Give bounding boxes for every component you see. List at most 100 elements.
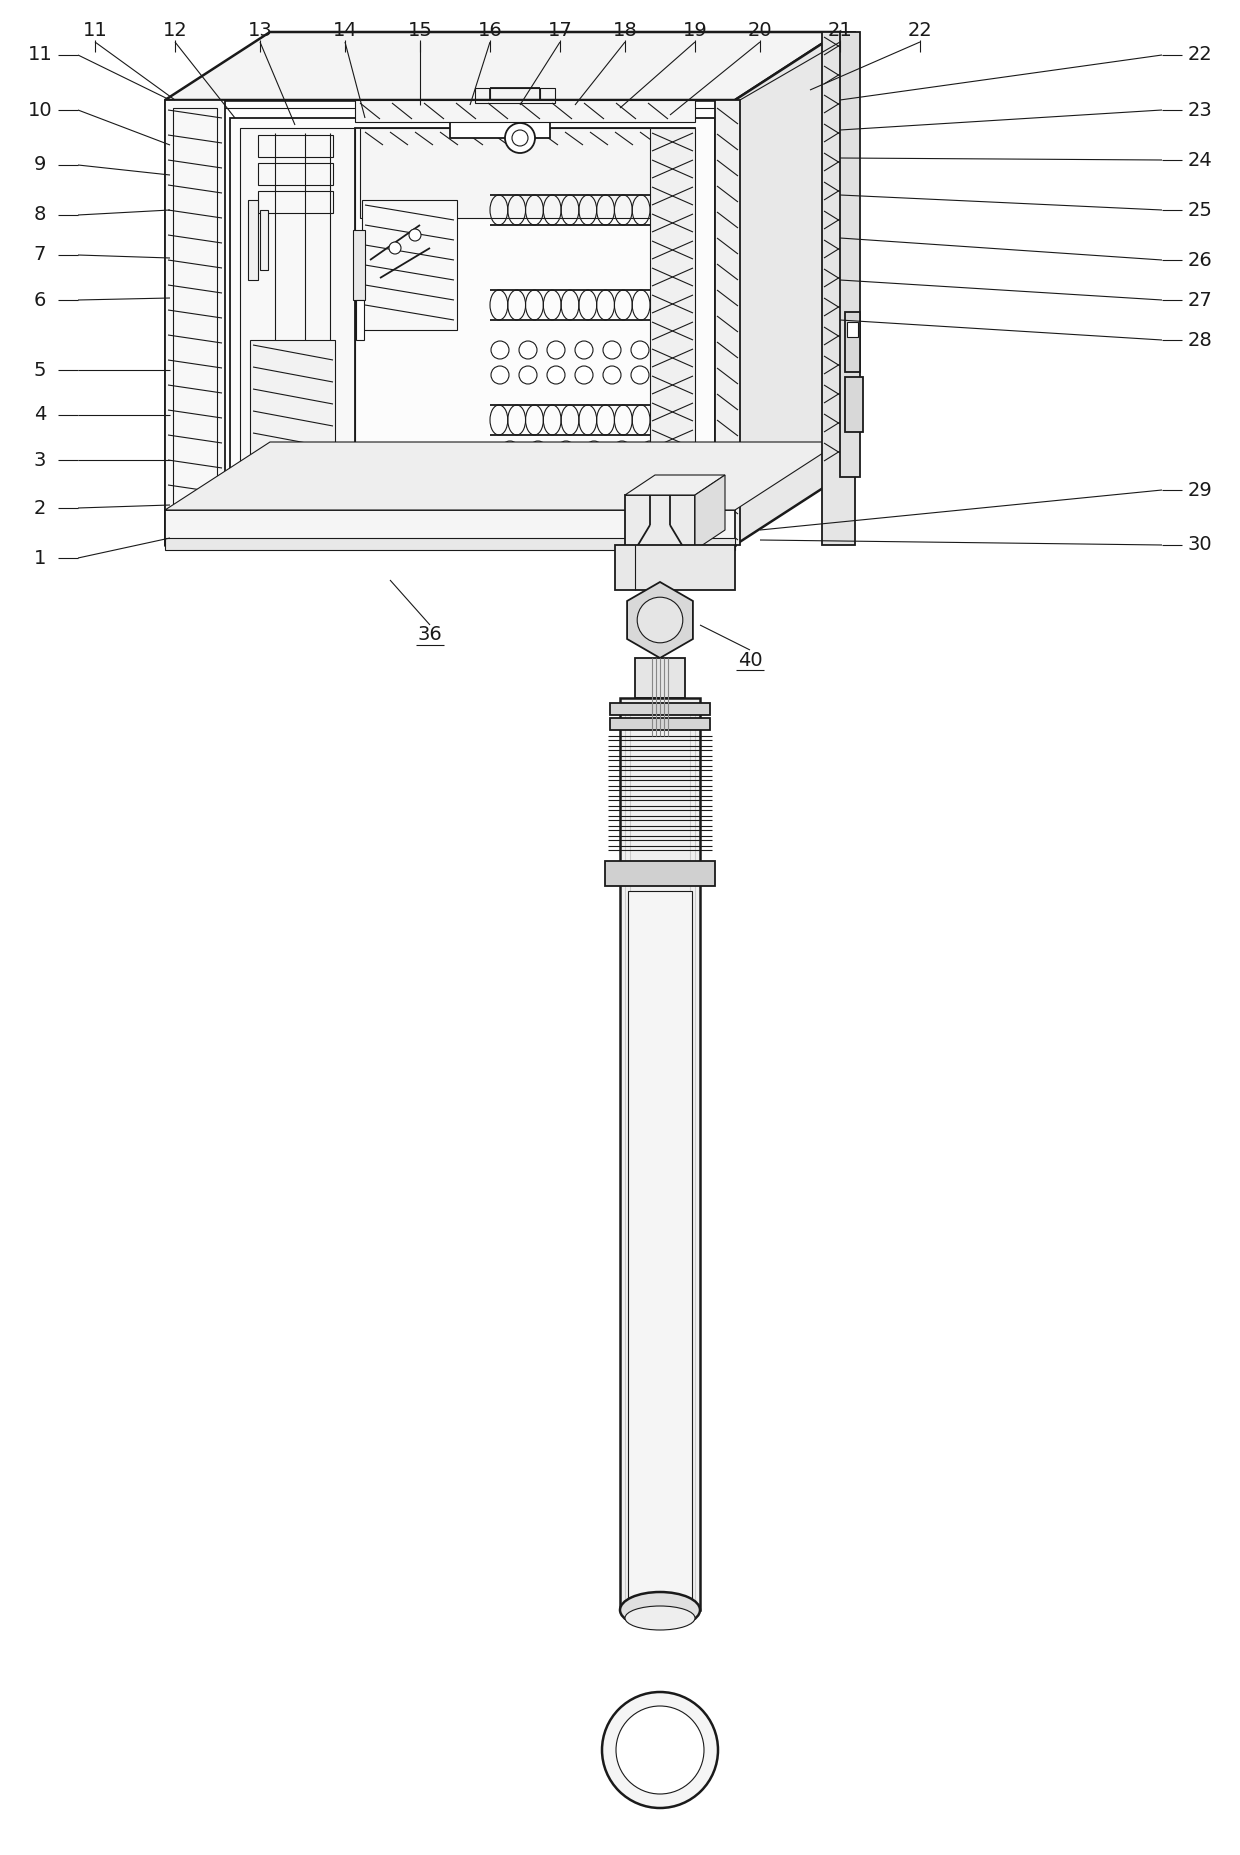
Bar [822, 32, 856, 545]
Text: 12: 12 [162, 20, 187, 39]
Polygon shape [625, 475, 725, 495]
Text: 19: 19 [683, 20, 707, 39]
Bar [839, 32, 861, 477]
Text: 20: 20 [748, 20, 773, 39]
Text: 17: 17 [548, 20, 573, 39]
Text: 4: 4 [33, 406, 46, 425]
Bar [475, 87, 556, 104]
Bar [248, 200, 258, 280]
Text: 7: 7 [33, 245, 46, 265]
Bar [610, 703, 711, 714]
Bar [844, 377, 863, 432]
Bar [165, 538, 735, 549]
Bar [165, 510, 735, 540]
Circle shape [529, 441, 547, 458]
Circle shape [616, 1707, 704, 1794]
Bar [615, 545, 735, 590]
Polygon shape [694, 475, 725, 549]
Bar [165, 100, 224, 545]
Bar [260, 210, 268, 271]
Circle shape [520, 365, 537, 384]
Circle shape [658, 365, 677, 384]
Text: 8: 8 [33, 206, 46, 224]
Circle shape [641, 441, 658, 458]
Circle shape [575, 365, 593, 384]
Text: 13: 13 [248, 20, 273, 39]
Bar [844, 312, 861, 373]
Bar [174, 108, 217, 536]
Circle shape [520, 341, 537, 360]
Text: 25: 25 [1188, 200, 1213, 219]
Circle shape [512, 130, 528, 147]
Bar [715, 100, 740, 545]
Text: 24: 24 [1188, 150, 1213, 169]
Bar [356, 301, 365, 339]
Circle shape [613, 441, 631, 458]
Circle shape [585, 441, 603, 458]
Bar [241, 128, 355, 490]
Circle shape [491, 365, 508, 384]
Bar [258, 163, 334, 186]
Circle shape [547, 341, 565, 360]
Text: 26: 26 [1188, 250, 1213, 269]
Circle shape [547, 365, 565, 384]
Circle shape [557, 441, 575, 458]
Circle shape [603, 341, 621, 360]
Text: 5: 5 [33, 360, 46, 380]
Text: 1: 1 [33, 549, 46, 568]
Bar [355, 128, 694, 501]
Ellipse shape [620, 1592, 701, 1629]
Bar [362, 200, 458, 330]
Polygon shape [165, 32, 839, 100]
Bar [627, 890, 692, 1610]
Text: 27: 27 [1188, 291, 1213, 310]
Text: 11: 11 [27, 46, 52, 65]
Text: 40: 40 [738, 651, 763, 670]
Text: 16: 16 [477, 20, 502, 39]
Circle shape [575, 341, 593, 360]
Bar [620, 697, 701, 1610]
Bar [450, 108, 551, 137]
Bar [847, 323, 858, 338]
Bar [258, 191, 334, 213]
Bar [635, 659, 684, 697]
Ellipse shape [360, 503, 420, 527]
Circle shape [389, 241, 401, 254]
Bar [165, 100, 735, 545]
Bar [250, 339, 335, 466]
Circle shape [505, 122, 534, 152]
Text: 10: 10 [27, 100, 52, 119]
Circle shape [409, 228, 422, 241]
Text: 18: 18 [613, 20, 637, 39]
Text: 6: 6 [33, 291, 46, 310]
Text: 3: 3 [33, 451, 46, 469]
Text: 36: 36 [418, 625, 443, 644]
Text: 29: 29 [1188, 480, 1213, 499]
Circle shape [658, 341, 677, 360]
Ellipse shape [625, 1606, 694, 1631]
Text: 9: 9 [33, 156, 46, 174]
Text: 23: 23 [1188, 100, 1213, 119]
Text: 15: 15 [408, 20, 433, 39]
Bar [360, 128, 689, 219]
Circle shape [603, 365, 621, 384]
Text: 2: 2 [33, 499, 46, 518]
Text: 30: 30 [1188, 536, 1213, 555]
Bar [650, 128, 694, 490]
Polygon shape [627, 582, 693, 659]
Text: 22: 22 [1188, 46, 1213, 65]
Circle shape [631, 341, 649, 360]
Circle shape [501, 441, 520, 458]
Bar [258, 135, 334, 158]
Bar [355, 100, 694, 122]
Circle shape [601, 1692, 718, 1809]
Text: 21: 21 [827, 20, 852, 39]
Text: 11: 11 [83, 20, 108, 39]
Bar [229, 119, 715, 501]
Circle shape [491, 341, 508, 360]
Bar [610, 718, 711, 731]
Text: 14: 14 [332, 20, 357, 39]
Bar [353, 230, 365, 301]
Bar [174, 108, 727, 536]
Text: 28: 28 [1188, 330, 1213, 349]
